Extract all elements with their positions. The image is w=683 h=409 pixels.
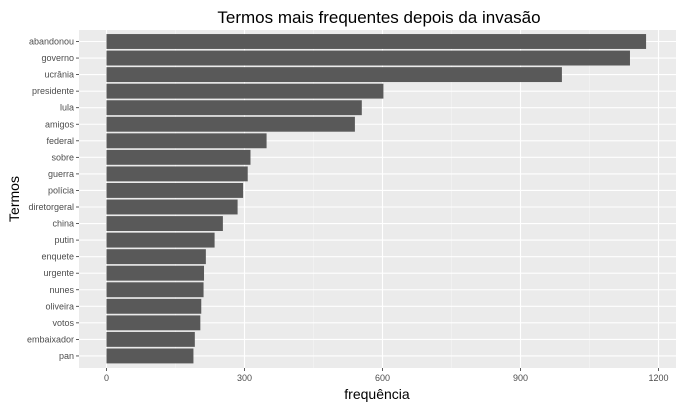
- y-tick-label-ucrania: ucrânia: [44, 70, 74, 80]
- y-tick-label-governo: governo: [41, 53, 74, 63]
- bar-embaixador: [106, 331, 195, 347]
- chart-title: Termos mais frequentes depois da invasão: [217, 8, 540, 27]
- y-tick-label-urgente: urgente: [43, 268, 74, 278]
- bar-policia: [106, 183, 244, 198]
- bar-enquete: [106, 249, 206, 265]
- bar-pan: [106, 348, 194, 364]
- y-tick-label-oliveira: oliveira: [45, 301, 74, 311]
- bars: [106, 34, 647, 364]
- x-tick-label-0: 0: [104, 373, 109, 383]
- y-tick-label-sobre: sobre: [51, 152, 74, 162]
- y-tick-label-pan: pan: [59, 351, 74, 361]
- bar-oliveira: [106, 298, 202, 314]
- y-tick-label-nunes: nunes: [49, 285, 74, 295]
- y-tick-label-enquete: enquete: [41, 252, 74, 262]
- x-tick-label-600: 600: [375, 373, 390, 383]
- y-tick-label-amigos: amigos: [45, 119, 75, 129]
- bar-federal: [106, 133, 267, 149]
- y-tick-label-diretorgeral: diretorgeral: [28, 202, 74, 212]
- y-tick-label-federal: federal: [46, 136, 74, 146]
- y-tick-label-abandonou: abandonou: [29, 37, 74, 47]
- y-tick-label-votos: votos: [52, 318, 74, 328]
- bar-urgente: [106, 265, 205, 281]
- y-tick-label-guerra: guerra: [48, 169, 74, 179]
- bar-governo: [106, 50, 630, 66]
- bar-votos: [106, 315, 201, 331]
- bar-sobre: [106, 149, 251, 165]
- bar-guerra: [106, 166, 248, 182]
- y-tick-label-lula: lula: [60, 103, 74, 113]
- y-tick-labels: abandonou governo ucrânia presidente lula ami…: [27, 37, 79, 361]
- bar-diretorgeral: [106, 199, 238, 215]
- x-tick-labels: 0 300 600 900 1200: [104, 368, 669, 383]
- bar-abandonou: [106, 34, 647, 49]
- y-tick-label-policia: polícia: [48, 185, 74, 195]
- bar-china: [106, 216, 223, 231]
- bar-ucrania: [106, 67, 562, 83]
- x-tick-label-900: 900: [513, 373, 528, 383]
- x-tick-label-1200: 1200: [648, 373, 668, 383]
- y-tick-label-china: china: [52, 219, 74, 229]
- x-axis-title: frequência: [344, 386, 410, 402]
- y-tick-label-putin: putin: [54, 235, 74, 245]
- y-axis-title: Termos: [6, 176, 22, 222]
- bar-putin: [106, 232, 215, 248]
- bar-presidente: [106, 83, 384, 99]
- bar-lula: [106, 100, 362, 116]
- x-tick-label-300: 300: [237, 373, 252, 383]
- y-tick-label-embaixador: embaixador: [27, 334, 74, 344]
- bar-nunes: [106, 282, 204, 298]
- bar-amigos: [106, 116, 355, 132]
- y-tick-label-presidente: presidente: [32, 86, 74, 96]
